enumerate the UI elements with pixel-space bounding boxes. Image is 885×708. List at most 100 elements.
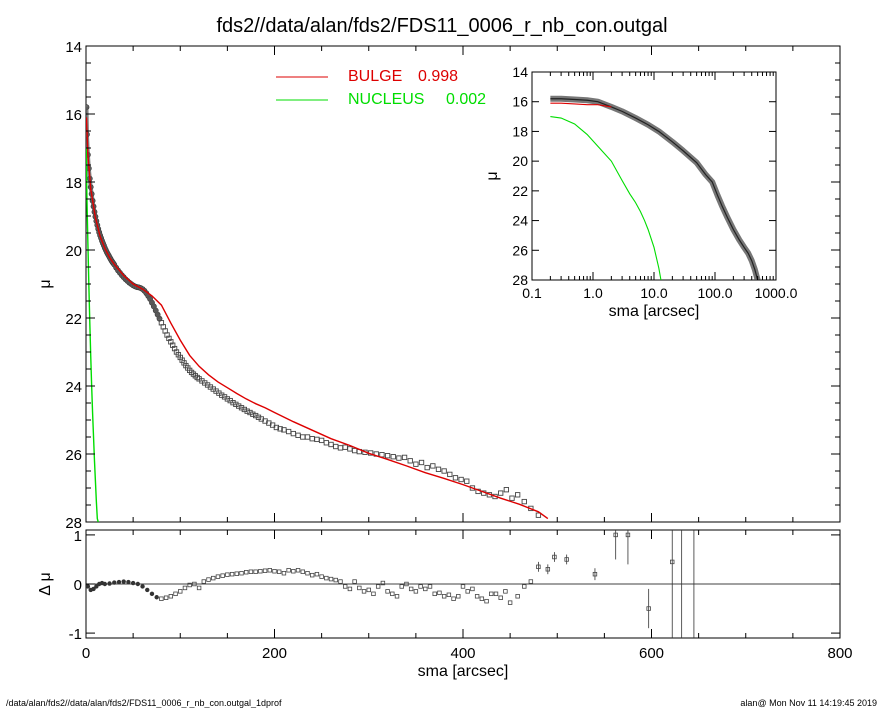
main-data-point (236, 403, 242, 409)
residual-point (163, 595, 169, 600)
residual-point (262, 568, 268, 573)
residual-point (493, 591, 499, 597)
main-y-tick-label: 28 (65, 515, 82, 532)
residual-point (86, 584, 91, 589)
residual-point (126, 579, 131, 585)
main-data-point (337, 445, 344, 451)
residual-point (309, 572, 315, 578)
main-data-point (515, 492, 521, 498)
main-data-point (396, 455, 402, 461)
residual-point (380, 580, 386, 586)
main-data-point (521, 498, 527, 505)
residual-point (592, 571, 598, 577)
residual-point (229, 571, 235, 577)
main-data-point (323, 440, 329, 446)
residual-point (314, 571, 320, 577)
main-title: fds2//data/alan/fds2/FDS11_0006_r_nb_con… (216, 15, 667, 37)
main-data-point (247, 409, 253, 416)
residual-point (220, 573, 225, 578)
residual-point (357, 585, 362, 591)
main-data-point (498, 490, 504, 496)
main-data-core-band (86, 107, 162, 320)
main-data-point (424, 464, 430, 471)
main-y-tick-label: 18 (65, 175, 82, 192)
inset-y-axis-title: μ (484, 171, 501, 180)
main-data-point (285, 428, 292, 435)
residual-y-tick-label: 1 (74, 528, 82, 545)
residual-point (178, 589, 183, 594)
legend-bulge-label: BULGE (348, 68, 402, 85)
residual-point (408, 586, 414, 592)
residual-point (102, 581, 108, 587)
residual-point (522, 584, 527, 589)
residual-x-tick-label: 400 (450, 645, 475, 662)
main-data-point (273, 424, 280, 431)
residual-point (187, 582, 192, 588)
residual-point (267, 568, 272, 573)
main-data-point (435, 466, 442, 472)
main-data-point (304, 434, 311, 440)
main-data-point (219, 392, 225, 398)
residual-point (234, 571, 239, 576)
residual-point (613, 532, 618, 538)
residual-point (248, 569, 254, 574)
residual-point (277, 569, 282, 574)
main-data-point (250, 411, 256, 417)
main-y-tick-label: 16 (65, 107, 82, 124)
main-data-group (86, 104, 549, 522)
inset-line-bulge (550, 102, 612, 108)
residual-point (192, 581, 197, 587)
residual-point (116, 579, 122, 585)
residual-point (347, 586, 353, 592)
residual-point (300, 569, 305, 574)
inset-y-tick-label: 20 (512, 153, 528, 169)
residual-point (196, 585, 202, 591)
residual-point (159, 596, 164, 601)
residual-point (173, 591, 178, 597)
residual-point (460, 584, 466, 589)
main-data-point (333, 443, 339, 450)
residual-point (646, 606, 651, 611)
main-data-point (407, 458, 413, 464)
residual-point (399, 584, 404, 589)
residual-point (446, 592, 452, 597)
inset-x-tick-label: 10.0 (640, 285, 667, 301)
inset-data-group (550, 95, 761, 280)
residual-y-tick-label: 0 (74, 577, 82, 594)
main-line-bulge (86, 117, 549, 520)
residual-point (528, 579, 534, 584)
main-y-tick-label: 26 (65, 447, 82, 464)
main-data-point (233, 401, 239, 408)
inset-plot-frame (531, 71, 777, 281)
main-y-tick-label: 24 (65, 379, 82, 396)
residual-point (498, 595, 503, 600)
residual-point (130, 580, 136, 586)
main-data-point (469, 485, 476, 491)
residual-point (470, 586, 475, 592)
residual-point (272, 569, 277, 574)
inset-x-tick-label: 1000.0 (755, 285, 798, 301)
residual-point (545, 567, 551, 572)
main-data-point (314, 436, 320, 443)
residual-point (145, 587, 150, 593)
main-data-point (224, 396, 231, 402)
main-data-point (452, 475, 459, 481)
main-data-point (447, 471, 453, 478)
main-data-point (418, 459, 425, 466)
main-data-point (413, 461, 419, 467)
residual-point (338, 579, 343, 584)
main-data-point (464, 478, 470, 484)
main-data-point (328, 441, 334, 448)
main-data-point (290, 430, 296, 437)
residual-point (225, 572, 230, 577)
main-data-point (401, 454, 408, 461)
residual-point (342, 584, 348, 589)
inset-y-tick-label: 24 (512, 213, 528, 229)
main-data-point (255, 414, 262, 420)
residual-point (258, 569, 263, 574)
main-data-point (295, 432, 301, 438)
residual-point (507, 600, 513, 605)
main-data-point (390, 454, 396, 460)
